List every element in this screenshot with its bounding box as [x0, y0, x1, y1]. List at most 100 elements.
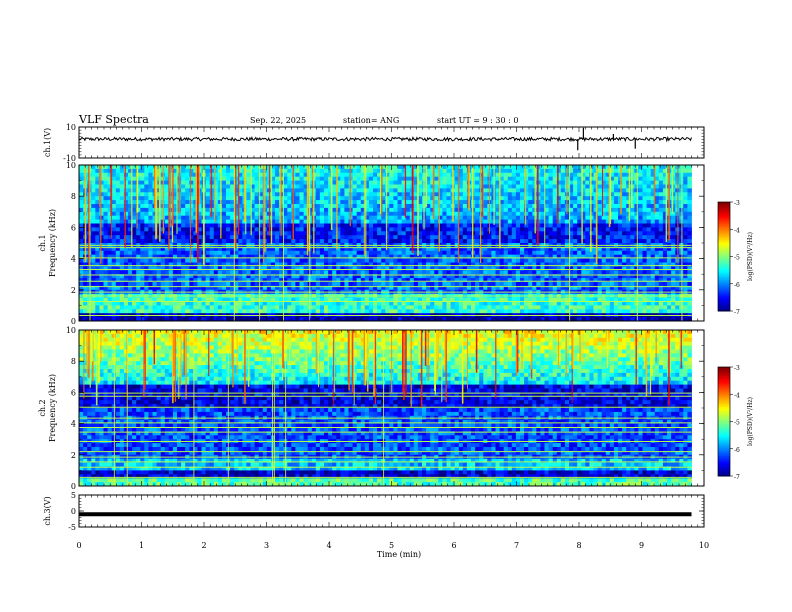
- ch1-spectrogram-cell: [177, 285, 182, 291]
- ch1-spectrogram-cell: [348, 278, 353, 283]
- ch1-spectrogram-cell: [491, 250, 496, 256]
- ch1-spectrogram-cell: [532, 262, 537, 267]
- ch1-waveform-trace: [78, 135, 692, 143]
- ch1-spectrogram-cell: [413, 258, 419, 263]
- ch1-spectrogram-cell: [585, 262, 590, 267]
- ch1-spectrogram-cell: [385, 239, 390, 244]
- ch1-spectrogram-cell: [111, 235, 117, 240]
- ch1-waveform-ylabel: ch.1(V): [43, 128, 52, 157]
- ch1-spectrogram-cell: [168, 227, 174, 232]
- ch1-spectrogram-cell: [524, 200, 529, 205]
- ch1-spectrogram-cell: [299, 180, 304, 185]
- ch1-spectrogram-cell: [540, 274, 545, 279]
- ch1-spectrogram-cell: [270, 282, 276, 287]
- ch1-spectrogram-cell: [393, 250, 398, 256]
- ch1-spectrogram-cell: [168, 184, 174, 189]
- ch1-spectrogram-cell: [520, 278, 525, 283]
- ch1-spectrogram-cell: [585, 223, 590, 228]
- ch1-spectrogram-cell: [213, 270, 219, 275]
- ch1-spectrogram-cell: [209, 215, 215, 220]
- ch1-spectrogram-cell: [119, 250, 125, 256]
- ch1-spectrogram-cell: [87, 285, 92, 291]
- ch1-spectrogram-cell: [495, 270, 500, 275]
- ch1-spectrogram-cell: [377, 282, 382, 287]
- ch1-spectrogram-cell: [417, 176, 423, 181]
- ch1-spectrogram-cell: [654, 176, 660, 181]
- ch1-spectrogram-cell: [144, 180, 149, 185]
- ch1-spectrogram-cell: [626, 250, 631, 256]
- ch1-spectrogram-cell: [430, 270, 435, 275]
- ch1-spectrogram-cell: [426, 172, 431, 178]
- ch1-spectrogram-cell: [438, 285, 443, 291]
- ch1-spectrogram-cell: [622, 270, 627, 275]
- ch1-spectrogram-cell: [642, 168, 647, 174]
- ch1-spectrogram-cell: [258, 262, 264, 267]
- ch1-spectrogram-cell: [324, 274, 329, 279]
- ch1-spectrogram-cell: [107, 200, 113, 205]
- ch1-spectrogram-cell: [597, 172, 603, 178]
- ch1-spectrogram-cell: [601, 270, 607, 275]
- ch1-spectrogram-cell: [499, 262, 505, 267]
- ch1-spectrogram-cell: [548, 207, 554, 213]
- ch1-spectrogram-cell: [148, 285, 153, 291]
- ch1-spectrogram-cell: [618, 176, 623, 181]
- ch1-spectrogram-cell: [597, 246, 603, 252]
- ch1-spectrogram-cell: [556, 219, 562, 224]
- ch1-spectrogram-cell: [413, 192, 419, 197]
- ch1-spectrogram-cell: [144, 285, 149, 291]
- ch1-spectrogram-cell: [364, 211, 370, 217]
- ch1-spectrogram-cell: [405, 168, 411, 174]
- ch1-spectrogram-cell: [99, 270, 104, 275]
- ch1-spectrogram-cell: [601, 204, 607, 209]
- ch1-spectrogram-cell: [164, 168, 170, 174]
- ch1-spectrogram-cell: [107, 172, 113, 178]
- ch1-spectrogram-cell: [360, 192, 366, 197]
- ch1-spectrogram-cell: [189, 246, 194, 252]
- ch1-spectrogram-cell: [115, 231, 121, 236]
- ch1-spectrogram-cell: [270, 266, 276, 271]
- ch1-spectrogram-cell: [389, 180, 394, 185]
- ch1-spectrogram-cell: [197, 262, 202, 267]
- ch1-spectrogram-cell: [144, 165, 149, 170]
- ch1-spectrogram-cell: [140, 207, 145, 213]
- ch1-spectrogram-cell: [377, 200, 382, 205]
- ch1-spectrogram-cell: [336, 231, 341, 236]
- ch1-spectrogram-cell: [209, 219, 215, 224]
- ch1-spectrogram-cell: [246, 258, 251, 263]
- ch1-spectrogram-cell: [556, 270, 562, 275]
- ch1-spectrogram-cell: [283, 196, 288, 201]
- ch1-spectrogram-cell: [164, 180, 170, 185]
- ch1-spectrogram-cell: [589, 196, 594, 201]
- ch1-spectrogram-cell: [319, 223, 325, 228]
- ch1-spectrogram-cell: [303, 219, 309, 224]
- ch1-spectrogram-cell: [389, 266, 394, 271]
- ch1-spectrogram-cell: [462, 215, 468, 220]
- ch1-spectrogram-cell: [209, 258, 215, 263]
- ch1-spectrogram-cell: [638, 188, 643, 193]
- ch1-spectrogram-cell: [348, 270, 353, 275]
- ch1-spectrogram-cell: [662, 278, 668, 283]
- ch1-spectrogram-cell: [99, 274, 104, 279]
- ch1-spectrogram-cell: [687, 254, 692, 259]
- ch1-spectrogram-cell: [479, 188, 484, 193]
- ch1-spectrogram-cell: [589, 168, 594, 174]
- ch1-spectrogram-cell: [336, 250, 341, 256]
- ch1-spectrogram-cell: [630, 254, 635, 259]
- ch1-spectrogram-cell: [573, 235, 578, 240]
- ch1-spectrogram-cell: [630, 165, 635, 170]
- ch1-spectrogram-cell: [638, 223, 643, 228]
- ch1-spectrogram-cell: [303, 211, 309, 217]
- ch1-spectrogram-cell: [368, 239, 374, 244]
- ch1-spectrogram-cell: [499, 211, 505, 217]
- ch1-spectrogram-cell: [662, 215, 668, 220]
- ch1-spectrogram-cell: [152, 215, 157, 220]
- ch1-spectrogram-cell: [454, 254, 460, 259]
- ch1-spectrogram-cell: [332, 239, 337, 244]
- ch1-spectrogram-cell: [336, 266, 341, 271]
- ch1-spectrogram-cell: [609, 239, 615, 244]
- ch1-spectrogram-cell: [430, 184, 435, 189]
- ch1-spectrogram-cell: [160, 258, 166, 263]
- ch1-spectrogram-cell: [548, 246, 554, 252]
- ch1-spectrogram-cell: [217, 207, 223, 213]
- ch1-spectrogram-cell: [291, 254, 296, 259]
